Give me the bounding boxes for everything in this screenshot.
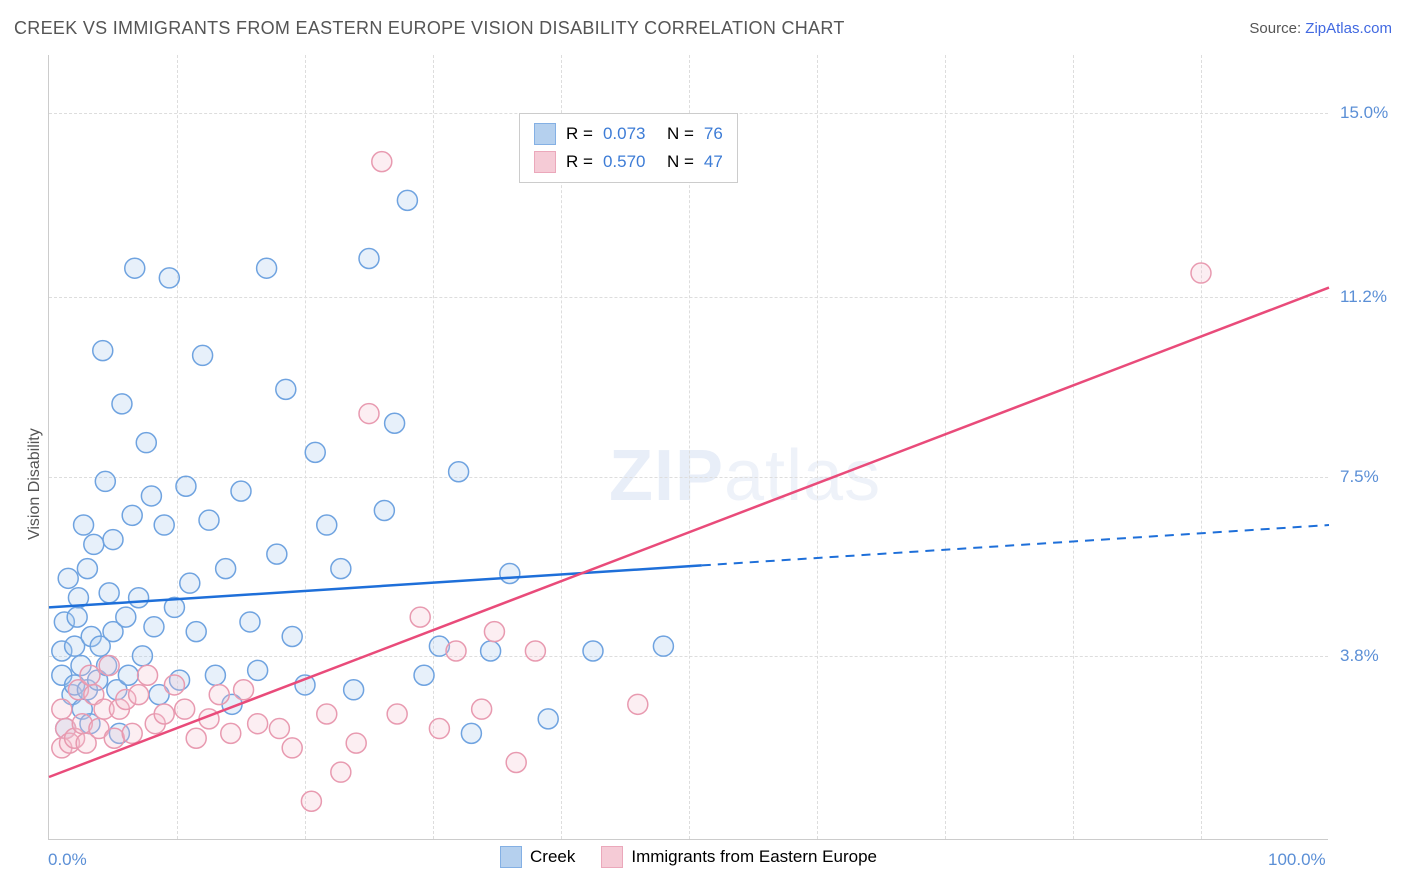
y-tick-label: 7.5% [1340, 467, 1379, 487]
legend-row-immigrants: R = 0.570 N = 47 [534, 148, 723, 176]
header: CREEK VS IMMIGRANTS FROM EASTERN EUROPE … [14, 18, 1392, 39]
x-tick-label: 100.0% [1268, 850, 1326, 870]
chart-title: CREEK VS IMMIGRANTS FROM EASTERN EUROPE … [14, 18, 845, 39]
y-axis-label: Vision Disability [26, 428, 44, 540]
legend-correlation: R = 0.073 N = 76 R = 0.570 N = 47 [519, 113, 738, 183]
legend-item-creek: Creek [500, 846, 575, 868]
swatch-creek-icon [500, 846, 522, 868]
swatch-immigrants-icon [601, 846, 623, 868]
swatch-immigrants [534, 151, 556, 173]
legend-series: Creek Immigrants from Eastern Europe [500, 846, 877, 868]
source-link[interactable]: ZipAtlas.com [1305, 20, 1392, 37]
legend-item-immigrants: Immigrants from Eastern Europe [601, 846, 877, 868]
y-tick-label: 3.8% [1340, 646, 1379, 666]
chart-plot-area: ZIPatlas R = 0.073 N = 76 R = 0.570 N = … [48, 55, 1328, 840]
y-tick-label: 11.2% [1340, 287, 1387, 307]
legend-row-creek: R = 0.073 N = 76 [534, 120, 723, 148]
source-attribution: Source: ZipAtlas.com [1249, 20, 1392, 37]
x-tick-label: 0.0% [48, 850, 87, 870]
y-tick-label: 15.0% [1340, 103, 1388, 123]
swatch-creek [534, 123, 556, 145]
